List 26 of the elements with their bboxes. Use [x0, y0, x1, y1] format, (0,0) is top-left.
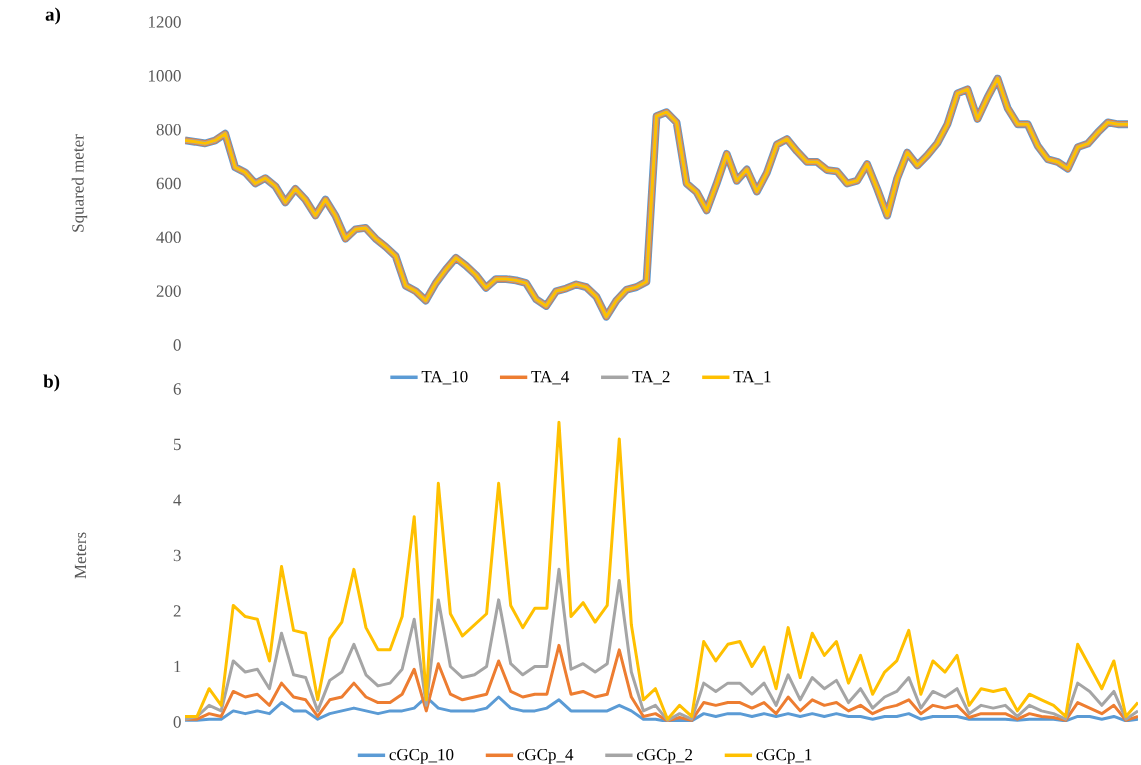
y-tick-label: 1200 [148, 16, 181, 28]
chart-title: a) [45, 7, 61, 25]
y-tick-label: 200 [156, 285, 181, 297]
y-tick-label: 0 [173, 716, 181, 728]
y-axis-title: Squared meter [71, 134, 88, 232]
y-tick-label: 4 [173, 494, 182, 506]
y-axis-title: Meters [74, 532, 87, 579]
y-tick-label: 400 [156, 231, 181, 244]
y-tick-label: 2 [173, 605, 181, 617]
legend-label: cGCp_4 [517, 748, 574, 764]
y-tick-label: 800 [156, 123, 181, 136]
y-tick-label: 5 [173, 438, 181, 451]
legend-label: TA_1 [733, 370, 771, 385]
chart-title: b) [43, 374, 60, 392]
y-tick-label: 1 [174, 660, 181, 673]
legend-label: TA_4 [531, 370, 570, 385]
legend-label: TA_2 [632, 370, 670, 385]
legend-label: TA_10 [421, 370, 468, 385]
y-tick-label: 600 [156, 177, 181, 190]
y-tick-label: 6 [173, 383, 181, 395]
y-tick-label: 1000 [148, 70, 181, 82]
legend-label: cGCp_1 [756, 748, 812, 764]
legend-label: cGCp_2 [636, 748, 693, 764]
y-tick-label: 0 [173, 339, 181, 351]
y-tick-label: 3 [173, 549, 181, 562]
legend-label: cGCp_10 [389, 748, 454, 764]
